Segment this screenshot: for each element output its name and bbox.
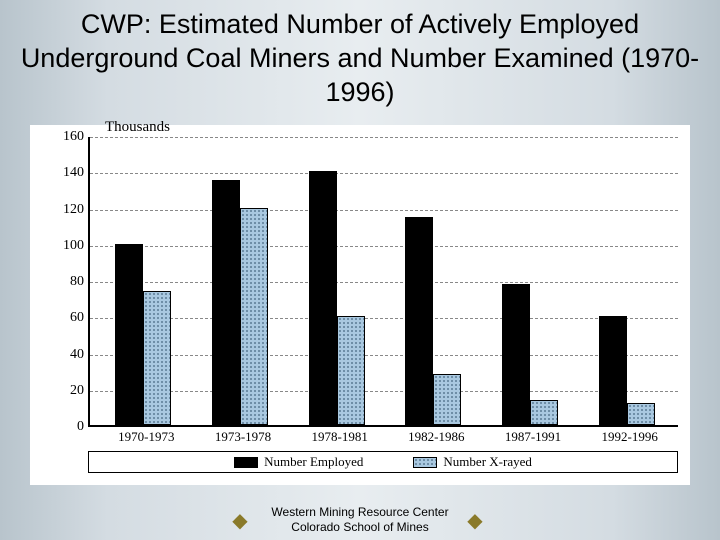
- grid-line: [90, 282, 678, 283]
- bar-employed: [212, 180, 240, 425]
- legend: Number Employed Number X-rayed: [88, 451, 678, 473]
- y-tick-label: 160: [63, 129, 84, 145]
- legend-label-employed: Number Employed: [264, 454, 363, 470]
- y-tick-label: 80: [70, 274, 84, 290]
- footer-line2: Colorado School of Mines: [0, 520, 720, 534]
- bar-employed: [599, 316, 627, 425]
- grid-line: [90, 137, 678, 138]
- bar-xrayed: [627, 403, 655, 425]
- bar-xrayed: [337, 316, 365, 425]
- y-tick-label: 140: [63, 165, 84, 181]
- x-tick-label: 1978-1981: [290, 429, 390, 445]
- legend-swatch-xrayed: [413, 457, 437, 468]
- y-tick-label: 20: [70, 383, 84, 399]
- grid-line: [90, 210, 678, 211]
- x-tick-label: 1973-1978: [193, 429, 293, 445]
- footer: Western Mining Resource Center Colorado …: [0, 505, 720, 534]
- footer-line1: Western Mining Resource Center: [0, 505, 720, 519]
- bar-xrayed: [530, 400, 558, 425]
- bar-xrayed: [240, 208, 268, 426]
- bar-employed: [502, 284, 530, 425]
- bar-xrayed: [143, 291, 171, 425]
- y-tick-label: 60: [70, 310, 84, 326]
- grid-line: [90, 173, 678, 174]
- footer-logo-right: ◆: [460, 508, 490, 534]
- legend-label-xrayed: Number X-rayed: [443, 454, 531, 470]
- y-axis-unit: Thousands: [105, 119, 170, 136]
- y-tick-label: 0: [77, 419, 84, 435]
- grid-line: [90, 355, 678, 356]
- grid-line: [90, 246, 678, 247]
- x-tick-label: 1970-1973: [96, 429, 196, 445]
- y-tick-label: 40: [70, 347, 84, 363]
- y-tick-label: 120: [63, 202, 84, 218]
- x-tick-label: 1982-1986: [386, 429, 486, 445]
- legend-item-xrayed: Number X-rayed: [413, 454, 531, 470]
- bar-xrayed: [433, 374, 461, 425]
- grid-line: [90, 318, 678, 319]
- chart-container: Thousands 0204060801001201401601970-1973…: [30, 125, 690, 485]
- plot-area: 0204060801001201401601970-19731973-19781…: [88, 137, 678, 427]
- legend-swatch-employed: [234, 457, 258, 468]
- grid-line: [90, 391, 678, 392]
- x-tick-label: 1987-1991: [483, 429, 583, 445]
- bar-employed: [115, 244, 143, 425]
- bar-employed: [405, 217, 433, 425]
- legend-item-employed: Number Employed: [234, 454, 363, 470]
- page-title: CWP: Estimated Number of Actively Employ…: [0, 0, 720, 113]
- bar-employed: [309, 171, 337, 425]
- x-tick-label: 1992-1996: [580, 429, 680, 445]
- y-tick-label: 100: [63, 238, 84, 254]
